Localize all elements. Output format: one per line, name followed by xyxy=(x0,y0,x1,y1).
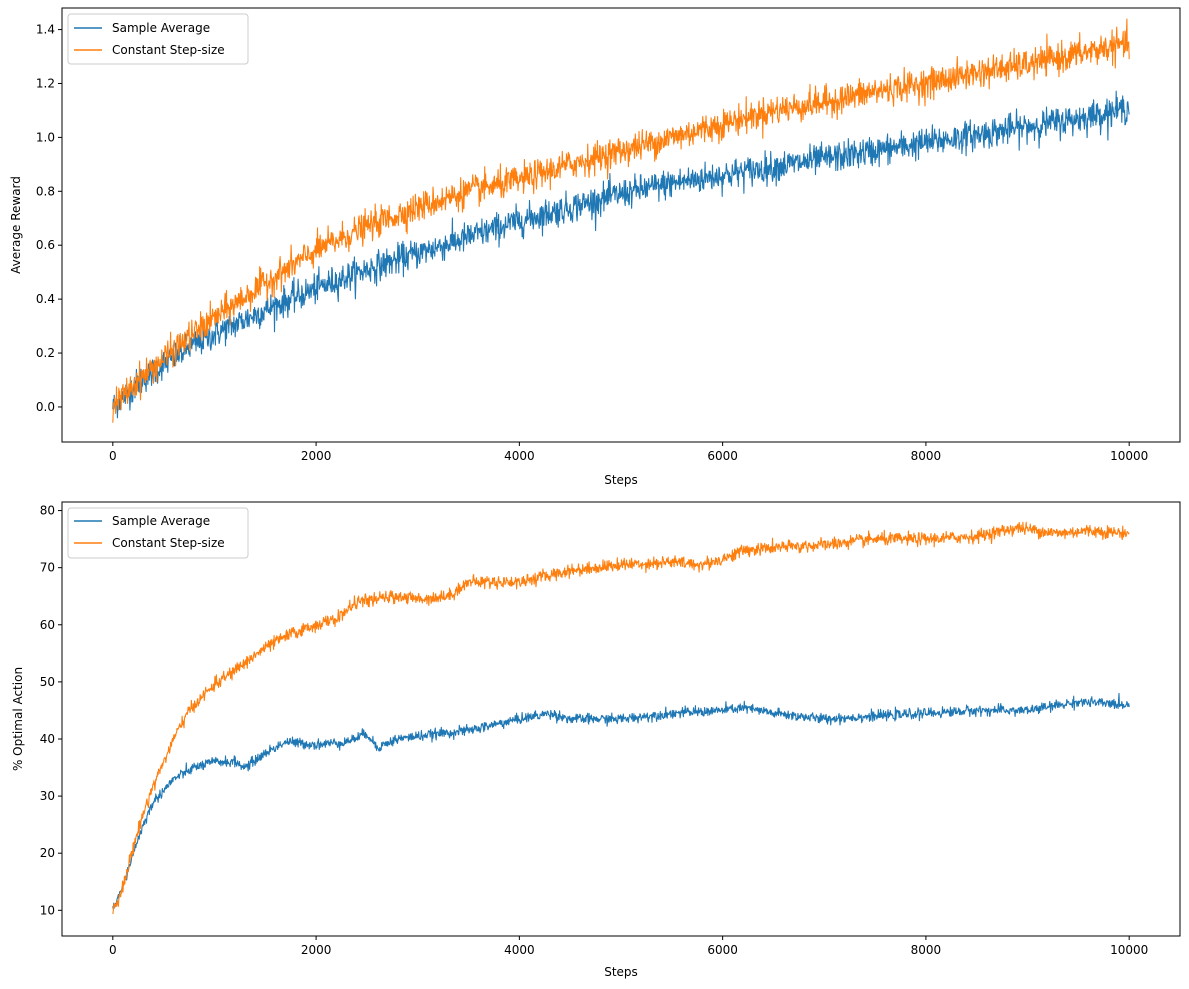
average-reward-y-tick-label: 1.2 xyxy=(36,76,55,90)
average-reward-x-tick-label: 10000 xyxy=(1110,449,1148,463)
average-reward-y-tick-label: 0.2 xyxy=(36,346,55,360)
optimal-action-x-tick-label: 8000 xyxy=(911,943,942,957)
average-reward-series-line-sample-average xyxy=(112,90,1130,419)
optimal-action-y-tick-label: 80 xyxy=(40,504,55,518)
average-reward-x-tick-label: 2000 xyxy=(301,449,332,463)
average-reward-y-axis-label: Average Reward xyxy=(9,176,23,274)
optimal-action-y-tick-label: 40 xyxy=(40,732,55,746)
optimal-action-series-line-sample-average xyxy=(112,692,1130,910)
average-reward-legend-label-constant-step-size: Constant Step-size xyxy=(112,43,225,57)
optimal-action-y-tick-label: 10 xyxy=(40,903,55,917)
optimal-action-x-axis-label: Steps xyxy=(604,965,638,979)
optimal-action-series-line-constant-step-size xyxy=(112,521,1130,914)
optimal-action-y-tick-label: 60 xyxy=(40,618,55,632)
optimal-action-x-tick-label: 2000 xyxy=(301,943,332,957)
optimal-action-lines xyxy=(112,521,1130,914)
optimal-action-legend: Sample Average Constant Step-size xyxy=(67,507,249,559)
average-reward-legend-label-sample-average: Sample Average xyxy=(112,21,210,35)
optimal-action-x-ticks: 0 2000 4000 6000 8000 10000 xyxy=(109,936,1148,957)
optimal-action-y-tick-label: 30 xyxy=(40,789,55,803)
optimal-action-legend-box xyxy=(67,507,249,559)
optimal-action-chart: 0 2000 4000 6000 8000 10000 1020304050607080 … xyxy=(11,501,1181,979)
average-reward-x-axis-label: Steps xyxy=(604,473,638,487)
average-reward-y-tick-label: 1.4 xyxy=(36,23,55,37)
optimal-action-y-tick-label: 50 xyxy=(40,675,55,689)
optimal-action-y-tick-label: 20 xyxy=(40,846,55,860)
average-reward-x-tick-label: 6000 xyxy=(707,449,738,463)
average-reward-y-tick-label: 0.8 xyxy=(36,184,55,198)
optimal-action-legend-label-sample-average: Sample Average xyxy=(112,514,210,528)
average-reward-y-tick-label: 1.0 xyxy=(36,130,55,144)
optimal-action-x-tick-label: 0 xyxy=(109,943,117,957)
optimal-action-axes-frame xyxy=(61,501,1181,937)
optimal-action-x-tick-label: 10000 xyxy=(1110,943,1148,957)
average-reward-x-ticks: 0 2000 4000 6000 8000 10000 xyxy=(109,442,1148,463)
optimal-action-x-tick-label: 4000 xyxy=(504,943,535,957)
average-reward-x-tick-label: 8000 xyxy=(911,449,942,463)
optimal-action-y-ticks: 10 20 30 40 50 60 70 80 xyxy=(40,504,62,917)
average-reward-axes-frame xyxy=(61,7,1181,443)
average-reward-lines xyxy=(112,18,1130,423)
optimal-action-legend-label-constant-step-size: Constant Step-size xyxy=(112,536,225,550)
average-reward-legend: Sample Average Constant Step-size xyxy=(67,13,249,65)
average-reward-x-tick-label: 4000 xyxy=(504,449,535,463)
average-reward-y-tick-label: 0.0 xyxy=(36,400,55,414)
average-reward-legend-box xyxy=(67,13,249,65)
average-reward-y-tick-label: 0.6 xyxy=(36,238,55,252)
average-reward-series-line-constant-step-size xyxy=(112,18,1130,423)
optimal-action-y-axis-label: % Optimal Action xyxy=(11,667,25,771)
average-reward-x-tick-label: 0 xyxy=(109,449,117,463)
average-reward-chart: 0 2000 4000 6000 8000 10000 0.0 0.2 0.4 0.6 0.8 1.… xyxy=(9,7,1181,487)
average-reward-y-ticks: 0.0 0.2 0.4 0.6 0.8 1.0 1.2 1.4 xyxy=(36,23,62,414)
optimal-action-x-tick-label: 6000 xyxy=(707,943,738,957)
optimal-action-y-tick-label: 70 xyxy=(40,561,55,575)
average-reward-y-tick-label: 0.4 xyxy=(36,292,55,306)
